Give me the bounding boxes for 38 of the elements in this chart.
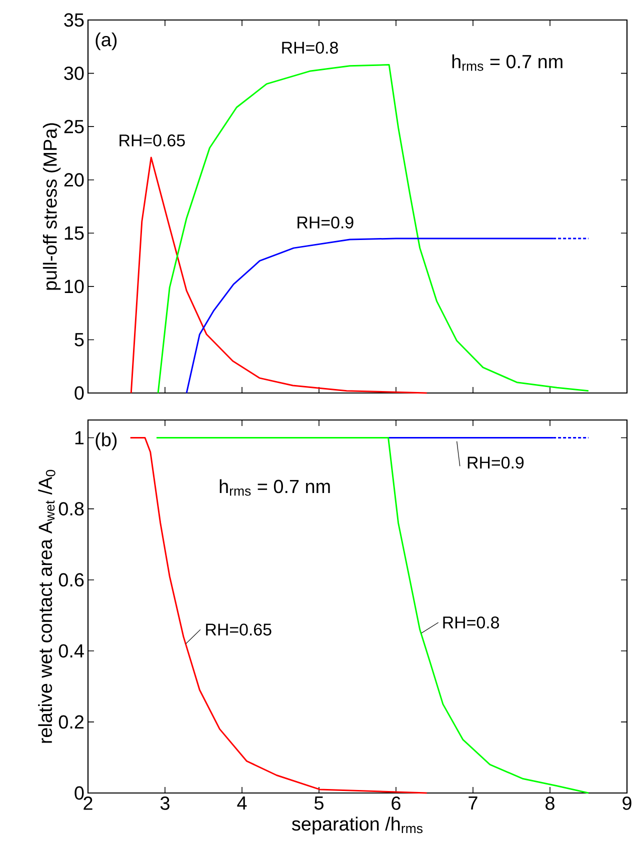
line-series [156, 437, 590, 794]
y-tick-label: 5 [74, 333, 84, 346]
y-tick-label: 0 [74, 386, 84, 400]
series-label: RH=0.9 [298, 216, 354, 228]
x-tick-label: 4 [237, 796, 247, 810]
annotation: (a) [96, 32, 117, 50]
x-tick-label: 6 [392, 796, 401, 810]
y-tick-label: 15 [65, 226, 84, 240]
series-label: RH=0.65 [206, 624, 272, 636]
x-axis-title: separation /h$_{rms}$ [292, 816, 423, 834]
y-tick-label: 35 [64, 13, 84, 27]
y-axis-title: relative wet contact area A$_{wet}$ /A$_{0}$ [38, 470, 56, 743]
y-tick-label: 0.2 [59, 715, 84, 729]
annotation: (b) [96, 432, 117, 450]
series-label: RH=0.8 [282, 42, 338, 54]
line-series [130, 437, 428, 794]
series-label: RH=0.9 [468, 456, 524, 469]
y-tick-label: 20 [64, 173, 84, 187]
series-label: RH=0.8 [443, 616, 500, 628]
x-tick-label: 8 [546, 796, 555, 810]
annotation: h$_{rms}$ = 0.7 nm [220, 479, 330, 496]
x-tick-label: 5 [314, 796, 324, 810]
y-tick-label: 0 [74, 786, 84, 800]
x-tick-label: 2 [84, 796, 93, 810]
y-axis-title: pull-off stress (MPa) [43, 123, 61, 290]
x-tick-label: 9 [622, 796, 632, 810]
y-tick-label: 1 [76, 431, 84, 444]
line-series [130, 156, 428, 394]
y-tick-label: 0.8 [59, 502, 84, 516]
x-tick-label: 3 [160, 796, 170, 810]
y-tick-label: 30 [64, 66, 84, 80]
annotation: h$_{rms}$ = 0.7 nm [452, 54, 563, 71]
series-label: RH=0.65 [120, 134, 186, 146]
y-tick-label: 0.6 [59, 573, 84, 587]
y-tick-label: 10 [65, 280, 84, 294]
x-tick-label: 7 [468, 796, 478, 810]
y-tick-label: 0.4 [59, 644, 84, 658]
y-tick-label: 25 [64, 120, 84, 134]
